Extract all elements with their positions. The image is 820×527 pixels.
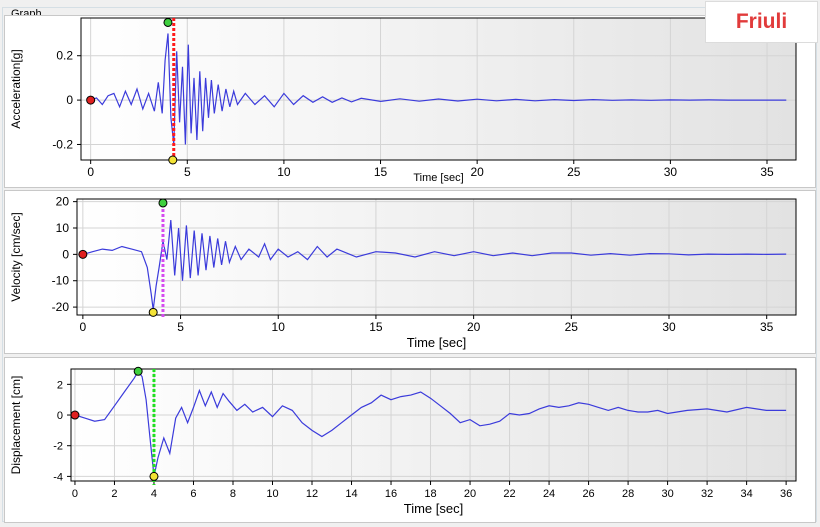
velocity-xtick-label: 20 [467,320,481,334]
acceleration-xtick-label: 10 [277,165,291,179]
acceleration-xtick-label: 25 [567,165,581,179]
displacement-marker [70,410,80,420]
acceleration-xtick-label: 15 [374,165,388,179]
acceleration-xtick-label: 20 [470,165,484,179]
velocity-marker [78,249,88,259]
velocity-ytick-label: 20 [56,195,70,209]
displacement-xtick-label: 32 [701,488,713,500]
acceleration-ytick-label: 0 [66,93,73,107]
acceleration-chart-svg: 0 5 10 15 20 25 30 35 -0.2 0 0.2 Time [sec] Accelera… [9,17,797,184]
velocity-xtick-label: 35 [760,320,774,334]
velocity-xtick-label: 0 [80,320,87,334]
displacement-xlabel: Time [sec] [404,501,463,516]
displacement-xtick-label: 22 [503,488,515,500]
displacement-xtick-label: 30 [661,488,673,500]
velocity-series-line [82,220,787,310]
displacement-xtick-label: 0 [72,488,78,500]
velocity-marker [158,198,168,208]
displacement-ylabel: Displacement [cm] [9,376,23,475]
displacement-xtick-label: 18 [424,488,436,500]
velocity-xtick-label: 5 [177,320,184,334]
velocity-xtick-label: 15 [369,320,383,334]
displacement-xtick-label: 26 [582,488,594,500]
displacement-xtick-label: 12 [306,488,318,500]
displacement-plot-frame [70,368,797,482]
displacement-chart-panel: 0 2 4 6 8 10 12 14 16 18 20 22 24 26 28 30 32 34 36 -4 -2 0 2 T… [4,357,816,523]
velocity-ytick-label: 10 [56,221,70,235]
displacement-xtick-label: 8 [230,488,236,500]
displacement-xtick-label: 16 [385,488,397,500]
event-title: Friuli [735,10,788,33]
displacement-marker [149,471,159,481]
displacement-marker [133,366,143,376]
acceleration-plot-frame [80,17,797,161]
velocity-ytick-label: -10 [52,274,70,288]
velocity-xtick-label: 10 [272,320,286,334]
acceleration-series-line [90,33,787,145]
acceleration-ylabel: Acceleration[g] [9,49,23,128]
velocity-plot-area [77,199,796,315]
displacement-xtick-label: 20 [464,488,476,500]
displacement-xtick-label: 10 [266,488,278,500]
acceleration-xlabel: Time [sec] [413,172,463,184]
acceleration-xtick-label: 5 [184,165,191,179]
displacement-xtick-label: 24 [543,488,555,500]
velocity-chart-panel: 0 5 10 15 20 25 30 35 -20 -10 0 10 20 Time [sec] Veloc… [4,190,816,354]
velocity-xtick-label: 25 [565,320,579,334]
displacement-ytick-label: 0 [57,410,63,422]
event-title-box: Friuli [705,1,818,43]
displacement-chart-svg: 0 2 4 6 8 10 12 14 16 18 20 22 24 26 28 30 32 34 36-4-202T… [9,366,797,516]
displacement-ytick-label: -4 [53,471,63,483]
acceleration-xtick-label: 35 [760,165,774,179]
displacement-xtick-label: 28 [622,488,634,500]
velocity-xtick-label: 30 [662,320,676,334]
velocity-plot-frame [76,198,797,316]
acceleration-marker [86,95,96,105]
acceleration-chart-panel: 0 5 10 15 20 25 30 35 -0.2 0 0.2 Time [sec] Accelera… [4,15,816,188]
acceleration-ytick-label: -0.2 [52,137,73,151]
acceleration-xtick-label: 0 [87,165,94,179]
acceleration-ytick-label: 0.2 [56,49,73,63]
displacement-xtick-label: 14 [345,488,357,500]
displacement-plot-area [71,369,796,481]
acceleration-xtick-label: 30 [664,165,678,179]
displacement-xtick-label: 4 [151,488,157,500]
acceleration-marker [163,17,173,27]
displacement-series-line [74,370,787,477]
acceleration-plot-area [81,18,796,160]
velocity-xlabel: Time [sec] [407,335,466,350]
acceleration-marker [168,155,178,165]
displacement-xtick-label: 2 [111,488,117,500]
displacement-xtick-label: 6 [190,488,196,500]
displacement-xtick-label: 34 [740,488,752,500]
displacement-ytick-label: 2 [57,379,63,391]
velocity-ytick-label: -20 [52,300,70,314]
displacement-xtick-label: 36 [780,488,792,500]
velocity-marker [148,307,158,317]
velocity-ylabel: Velocity [cm/sec] [9,212,23,301]
velocity-ytick-label: 0 [62,247,69,261]
displacement-ytick-label: -2 [53,441,63,453]
